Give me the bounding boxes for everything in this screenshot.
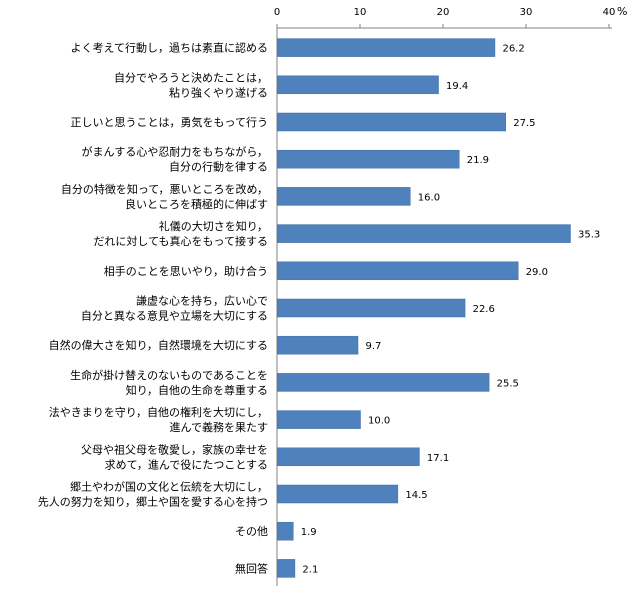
bar-value-label: 14.5	[405, 490, 427, 501]
bar	[277, 187, 411, 206]
category-label: 郷土やわが国の文化と伝統を大切にし，先人の努力を知り，郷土や国を愛する心を持つ	[38, 480, 268, 509]
category-label-line: 良いところを積極的に伸ばす	[125, 197, 268, 211]
data-labels: 26.2 19.4 27.5 21.9 16.0 35.3 29.0 22.6 9.7 25.5 1…	[301, 44, 600, 576]
bar-value-label: 2.1	[302, 564, 318, 575]
category-label: がまんする心や忍耐力をもちながら，自分の行動を律する	[82, 145, 268, 174]
category-label-line: 自分の特徴を知って，悪いところを改め，	[61, 182, 268, 196]
category-label-line: 進んで義務を果たす	[170, 420, 268, 434]
bar	[277, 38, 496, 57]
x-tick-label: 10	[354, 7, 367, 18]
category-label-line: 謙虚な心を持ち，広い心で	[136, 294, 268, 308]
bar	[277, 559, 296, 578]
x-tick-label: 30	[520, 7, 533, 18]
bar	[277, 75, 439, 95]
category-label: 自分の特徴を知って，悪いところを改め，良いところを積極的に伸ばす	[61, 182, 268, 211]
bar-value-label: 29.0	[526, 267, 548, 278]
bar-group	[277, 38, 571, 578]
bar	[277, 298, 466, 318]
category-label-line: 父母や祖父母を敬愛し，家族の幸せを	[81, 442, 268, 456]
category-label: 法やきまりを守り，自他の権利を大切にし，進んで義務を果たす	[49, 405, 268, 434]
category-label-line: 無回答	[235, 561, 268, 575]
category-label-line: 生命が掛け替えのないものであることを	[70, 368, 268, 382]
bar	[277, 112, 506, 132]
x-tick-label: 0	[274, 7, 280, 18]
bar-value-label: 25.5	[497, 378, 519, 389]
category-label-line: 自分の行動を律する	[169, 160, 268, 174]
category-label: 無回答	[235, 561, 268, 575]
bar-value-label: 19.4	[446, 81, 468, 92]
category-label-line: 自分と異なる意見や立場を大切にする	[81, 309, 268, 323]
bar-value-label: 26.2	[502, 44, 524, 55]
category-label-line: 法やきまりを守り，自他の権利を大切にし，	[49, 405, 268, 419]
category-label-line: 粘り強くやり遂げる	[169, 85, 268, 99]
bar	[277, 447, 420, 467]
category-label-line: よく考えて行動し，過ちは素直に認める	[71, 41, 268, 55]
bar	[277, 149, 460, 169]
category-label-line: 自分でやろうと決めたことは，	[114, 71, 268, 84]
x-tick-label: 20	[437, 7, 450, 18]
bar-value-label: 27.5	[513, 118, 535, 129]
category-label: 謙虚な心を持ち，広い心で自分と異なる意見や立場を大切にする	[81, 294, 268, 323]
bar	[277, 261, 519, 281]
category-label-line: だれに対しても真心をもって接する	[93, 234, 268, 248]
bar	[277, 521, 294, 541]
category-label: 礼儀の大切さを知り，だれに対しても真心をもって接する	[93, 219, 268, 248]
bar-value-label: 10.0	[368, 416, 390, 427]
category-label-line: その他	[235, 525, 268, 538]
category-label: 相手のことを思いやり，助け合う	[104, 264, 268, 278]
category-label: 自然の偉大さを知り，自然環境を大切にする	[49, 338, 268, 352]
bar-value-label: 1.9	[301, 527, 317, 538]
category-label-line: がまんする心や忍耐力をもちながら，	[82, 145, 268, 159]
x-tick-label: 40	[603, 7, 616, 18]
category-label: その他	[235, 525, 268, 538]
category-label: 自分でやろうと決めたことは，粘り強くやり遂げる	[114, 71, 268, 99]
category-label-line: 求めて，進んで役にたつことする	[105, 457, 268, 471]
category-label: 正しいと思うことは，勇気をもって行う	[71, 115, 268, 129]
bar-value-label: 17.1	[427, 453, 449, 464]
category-label: 生命が掛け替えのないものであることを知り，自他の生命を尊重する	[70, 368, 268, 397]
category-label-line: 正しいと思うことは，勇気をもって行う	[71, 115, 268, 129]
bar-value-label: 35.3	[578, 230, 600, 241]
category-label-line: 郷土やわが国の文化と伝統を大切にし，	[70, 480, 268, 494]
bar	[277, 373, 490, 392]
category-label-line: 相手のことを思いやり，助け合う	[104, 264, 268, 278]
category-label-line: 礼儀の大切さを知り，	[159, 219, 268, 233]
x-axis-ticks: 0 10 20 30 40	[274, 7, 616, 28]
bar	[277, 484, 399, 504]
bar	[277, 335, 359, 355]
bar-value-label: 22.6	[473, 304, 495, 315]
category-label-line: 知り，自他の生命を尊重する	[126, 383, 268, 397]
unit-label: %	[617, 5, 627, 18]
category-label-line: 自然の偉大さを知り，自然環境を大切にする	[49, 338, 268, 352]
bar	[277, 224, 571, 243]
bar-value-label: 16.0	[418, 192, 440, 203]
category-label-line: 先人の努力を知り，郷土や国を愛する心を持つ	[38, 495, 268, 509]
bar-value-label: 9.7	[366, 341, 382, 352]
category-label: よく考えて行動し，過ちは素直に認める	[71, 41, 268, 55]
bar-value-label: 21.9	[467, 155, 489, 166]
category-labels: よく考えて行動し，過ちは素直に認める自分でやろうと決めたことは，粘り強くやり遂げ…	[38, 41, 268, 576]
category-label: 父母や祖父母を敬愛し，家族の幸せを求めて，進んで役にたつことする	[81, 442, 268, 471]
bar	[277, 410, 361, 429]
